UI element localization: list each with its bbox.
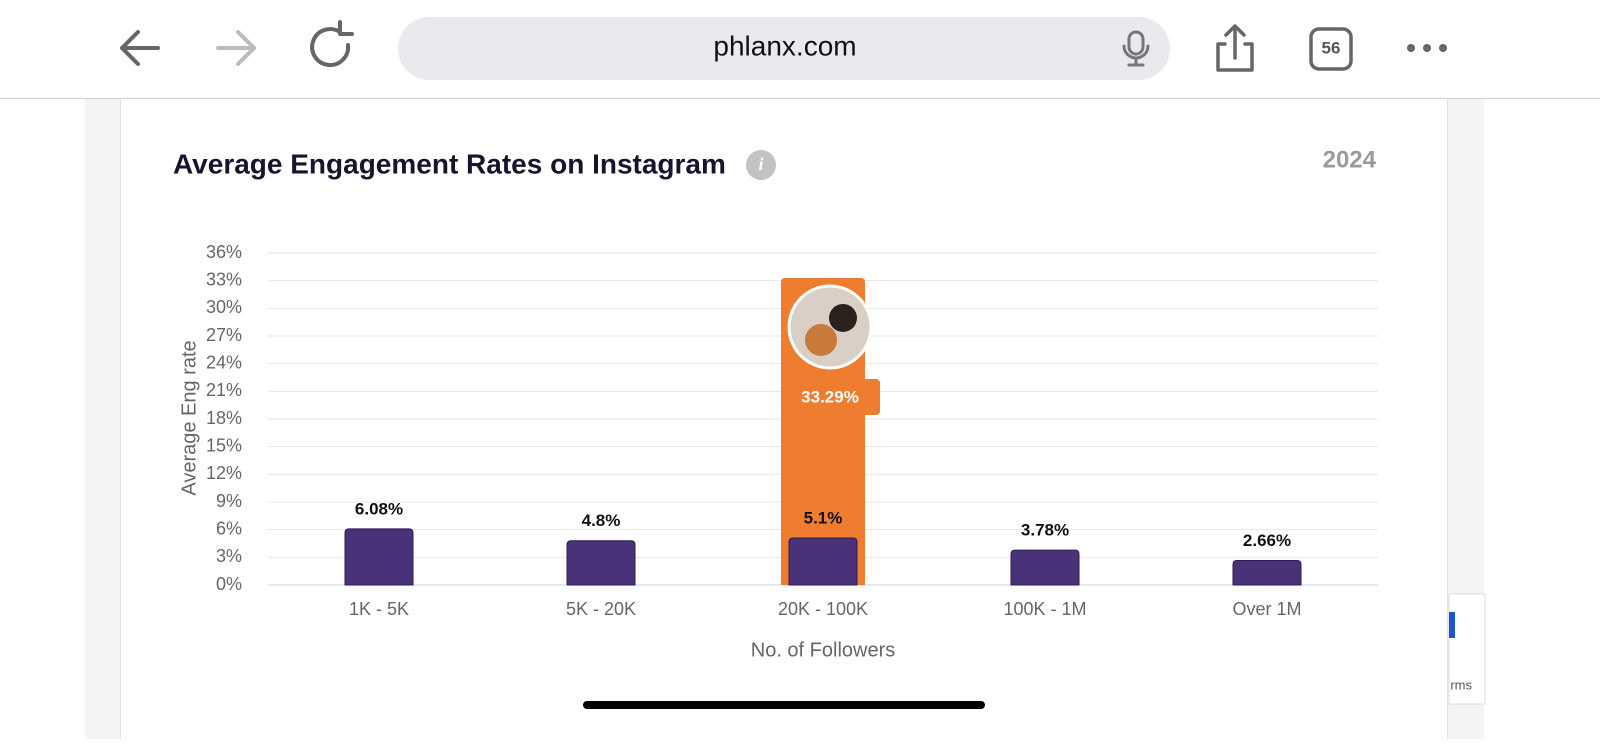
info-glyph: i xyxy=(758,154,763,174)
y-tick-label: 12% xyxy=(206,463,242,483)
x-tick-label: Over 1M xyxy=(1232,599,1301,619)
x-tick-label: 1K - 5K xyxy=(349,599,409,619)
share-button[interactable] xyxy=(1216,24,1254,72)
value-label: 6.08% xyxy=(355,499,403,518)
reload-button[interactable] xyxy=(310,20,354,68)
y-tick-label: 21% xyxy=(206,380,242,400)
tab-count: 56 xyxy=(1322,38,1341,57)
mic-icon[interactable] xyxy=(1122,30,1150,67)
y-tick-label: 30% xyxy=(206,297,242,317)
y-tick-label: 0% xyxy=(216,574,242,594)
value-label: 4.8% xyxy=(582,511,621,530)
bar xyxy=(1010,549,1080,586)
x-axis-title: No. of Followers xyxy=(751,639,896,661)
x-tick-label: 20K - 100K xyxy=(778,599,868,619)
y-tick-label: 24% xyxy=(206,352,242,372)
recaptcha-text: rms xyxy=(1450,677,1472,692)
url-text: phlanx.com xyxy=(713,30,856,61)
chart-title: Average Engagement Rates on Instagram xyxy=(173,148,726,179)
bar xyxy=(344,528,414,586)
value-label: 3.78% xyxy=(1021,521,1069,540)
back-button[interactable] xyxy=(120,30,160,66)
y-tick-label: 18% xyxy=(206,408,242,428)
y-tick-label: 9% xyxy=(216,491,242,511)
more-button[interactable] xyxy=(1407,44,1447,52)
info-icon[interactable] xyxy=(746,150,776,180)
y-tick-label: 15% xyxy=(206,435,242,455)
x-tick-label: 5K - 20K xyxy=(566,599,636,619)
y-axis-title: Average Eng rate xyxy=(178,340,200,495)
year-label: 2024 xyxy=(1323,146,1377,173)
x-tick-label: 100K - 1M xyxy=(1003,599,1086,619)
tabs-button[interactable] xyxy=(1309,27,1353,71)
avatar-detail xyxy=(829,303,857,332)
value-label: 5.1% xyxy=(804,508,843,527)
url-bar[interactable] xyxy=(398,17,1170,80)
y-tick-label: 6% xyxy=(216,518,242,538)
y-tick-label: 27% xyxy=(206,325,242,345)
home-indicator xyxy=(583,701,985,709)
avatar-detail xyxy=(805,323,837,356)
y-tick-label: 33% xyxy=(206,269,242,289)
y-tick-label: 3% xyxy=(216,546,242,566)
y-tick-label: 36% xyxy=(206,242,242,262)
value-label-box xyxy=(781,378,880,415)
recaptcha-logo xyxy=(1449,612,1455,638)
bar xyxy=(788,537,858,586)
value-label: 33.29% xyxy=(801,387,859,406)
value-label: 2.66% xyxy=(1243,531,1291,550)
bar xyxy=(566,540,636,586)
page-margin xyxy=(85,99,120,739)
forward-button[interactable] xyxy=(216,30,256,66)
bar xyxy=(1232,559,1302,586)
